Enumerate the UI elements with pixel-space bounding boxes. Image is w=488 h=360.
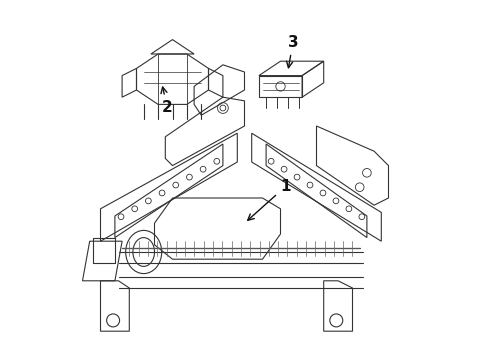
Text: 2: 2 <box>161 87 172 114</box>
Text: 3: 3 <box>286 35 298 68</box>
Text: 1: 1 <box>247 179 290 220</box>
